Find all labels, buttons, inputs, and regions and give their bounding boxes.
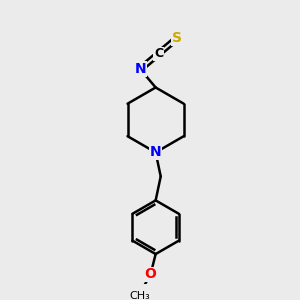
- Text: O: O: [145, 267, 157, 281]
- Text: N: N: [134, 62, 146, 76]
- Text: C: C: [154, 47, 163, 60]
- Text: N: N: [150, 146, 161, 159]
- Text: CH₃: CH₃: [130, 291, 151, 300]
- Text: S: S: [172, 31, 182, 45]
